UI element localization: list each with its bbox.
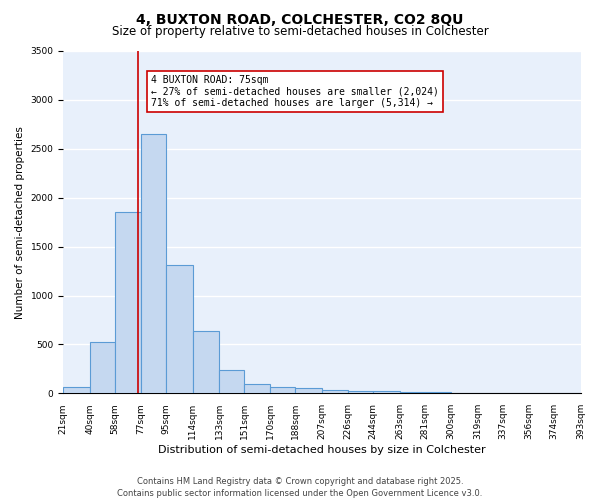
X-axis label: Distribution of semi-detached houses by size in Colchester: Distribution of semi-detached houses by …	[158, 445, 486, 455]
Bar	[166, 265, 193, 394]
Bar	[349, 391, 373, 394]
Bar	[219, 370, 244, 394]
Text: Size of property relative to semi-detached houses in Colchester: Size of property relative to semi-detach…	[112, 25, 488, 38]
Text: Contains HM Land Registry data © Crown copyright and database right 2025.
Contai: Contains HM Land Registry data © Crown c…	[118, 476, 482, 498]
Text: 4, BUXTON ROAD, COLCHESTER, CO2 8QU: 4, BUXTON ROAD, COLCHESTER, CO2 8QU	[136, 12, 464, 26]
Bar	[400, 392, 425, 394]
Bar	[295, 388, 322, 394]
Bar	[322, 390, 349, 394]
Bar	[244, 384, 271, 394]
Bar	[193, 330, 219, 394]
Bar	[451, 392, 478, 394]
Bar	[373, 392, 400, 394]
Bar	[271, 388, 295, 394]
Bar	[89, 342, 115, 394]
Bar	[115, 212, 141, 394]
Bar	[141, 134, 166, 394]
Y-axis label: Number of semi-detached properties: Number of semi-detached properties	[15, 126, 25, 318]
Bar	[425, 392, 451, 394]
Bar	[63, 386, 89, 394]
Text: 4 BUXTON ROAD: 75sqm
← 27% of semi-detached houses are smaller (2,024)
71% of se: 4 BUXTON ROAD: 75sqm ← 27% of semi-detac…	[151, 75, 439, 108]
